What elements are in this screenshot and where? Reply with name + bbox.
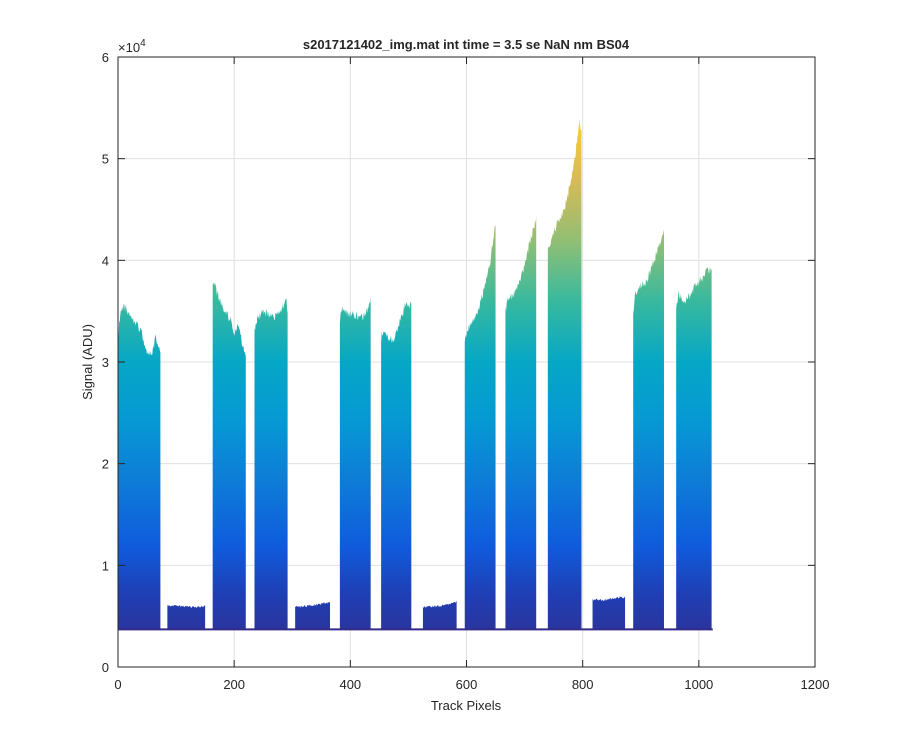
series-group: [118, 118, 713, 631]
y-exponent-base: ×10: [118, 40, 140, 55]
y-tick-label: 6: [102, 50, 109, 65]
series-segment: [676, 265, 712, 630]
x-tick-label: 400: [339, 677, 361, 692]
series-segment: [633, 224, 664, 630]
ticks-group: 0 200 400 600 800 1000 1200 0 1 2 3 4 5 6: [102, 50, 830, 692]
y-exponent-power: 4: [140, 38, 146, 49]
y-tick-label: 1: [102, 558, 109, 573]
series-segment: [118, 303, 161, 630]
series-segment: [254, 297, 288, 630]
series-segment: [295, 600, 331, 630]
series-segment: [422, 600, 457, 630]
y-axis-label: Signal (ADU): [80, 324, 95, 400]
y-exponent-label: ×104: [118, 38, 146, 55]
series-segment: [381, 301, 412, 630]
x-tick-label: 800: [572, 677, 594, 692]
x-tick-label: 200: [223, 677, 245, 692]
y-tick-label: 0: [102, 660, 109, 675]
y-tick-label: 5: [102, 152, 109, 167]
series-segment: [464, 219, 496, 630]
y-tick-label: 4: [102, 253, 109, 268]
y-tick-label: 2: [102, 457, 109, 472]
chart-title: s2017121402_img.mat int time = 3.5 se Na…: [303, 37, 630, 52]
series-segment: [592, 595, 626, 630]
signal-baseline: [118, 628, 713, 631]
y-tick-label: 3: [102, 355, 109, 370]
x-axis-label: Track Pixels: [431, 698, 502, 713]
series-segment: [167, 603, 206, 630]
series-segment: [339, 295, 371, 630]
series-segment: [212, 282, 246, 630]
x-tick-label: 1200: [801, 677, 830, 692]
series-segment: [547, 118, 582, 630]
series-segment: [505, 214, 537, 630]
x-tick-label: 0: [114, 677, 121, 692]
x-tick-label: 600: [456, 677, 478, 692]
x-tick-label: 1000: [684, 677, 713, 692]
